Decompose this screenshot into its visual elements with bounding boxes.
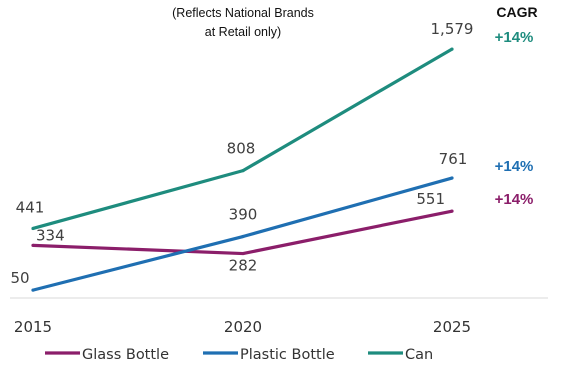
legend-label-plastic-bottle: Plastic Bottle: [240, 347, 335, 363]
cagr-value-plastic-bottle: +14%: [495, 158, 534, 175]
data-label-can-2025: 1,579: [431, 20, 474, 38]
data-point-can-2025: [450, 47, 454, 51]
data-label-can-2015: 441: [16, 198, 45, 216]
data-point-plastic-bottle-2025: [450, 176, 454, 180]
data-label-layer: 334 282 551 50 390 761 441 808 1,579: [10, 20, 473, 287]
chart-subtitle-line-1: (Reflects National Brands: [172, 6, 314, 20]
data-point-plastic-bottle-2015: [31, 288, 35, 292]
data-point-plastic-bottle-2020: [241, 234, 245, 239]
data-label-plastic-bottle-2015: 50: [10, 269, 29, 287]
data-point-glass-bottle-2015: [31, 243, 35, 247]
data-label-can-2020: 808: [227, 140, 256, 158]
legend-label-glass-bottle: Glass Bottle: [82, 347, 169, 363]
data-label-glass-bottle-2015: 334: [36, 226, 65, 244]
x-tick-label-2025: 2025: [433, 318, 471, 336]
data-point-can-2020: [241, 169, 245, 173]
chart-subtitle-line-2: at Retail only): [205, 25, 281, 39]
data-point-glass-bottle-2025: [450, 209, 454, 213]
series-layer: [31, 47, 454, 292]
data-point-glass-bottle-2020: [241, 251, 245, 256]
x-tick-layer: 2015 2020 2025: [14, 318, 471, 336]
legend-label-can: Can: [405, 347, 433, 363]
data-label-glass-bottle-2020: 282: [229, 257, 258, 275]
x-tick-label-2020: 2020: [224, 318, 262, 336]
cagr-value-glass-bottle: +14%: [495, 191, 534, 208]
chart-legend: Glass Bottle Plastic Bottle Can: [45, 347, 433, 363]
data-label-glass-bottle-2025: 551: [416, 190, 445, 208]
cagr-heading: CAGR: [496, 4, 537, 20]
data-label-plastic-bottle-2025: 761: [439, 150, 468, 168]
cagr-layer: +14% +14% +14%: [495, 29, 534, 208]
cagr-value-can: +14%: [495, 29, 534, 46]
data-point-can-2015: [31, 226, 35, 231]
data-label-plastic-bottle-2020: 390: [229, 206, 258, 224]
x-tick-label-2015: 2015: [14, 318, 52, 336]
